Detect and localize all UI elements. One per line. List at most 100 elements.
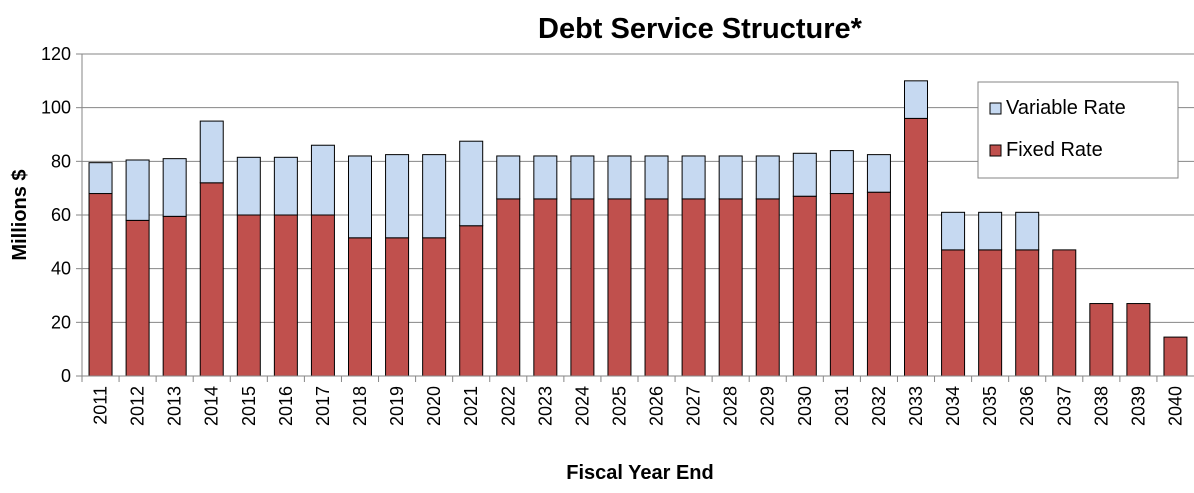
bar-variable-rate <box>1015 211 1040 251</box>
bar-fixed-rate <box>385 237 410 377</box>
x-tick-label: 2025 <box>609 386 629 426</box>
x-tick-label: 2033 <box>906 386 926 426</box>
legend-label: Variable Rate <box>1006 97 1126 119</box>
y-tick-label: 0 <box>61 366 71 386</box>
bar-fixed-rate <box>459 225 484 377</box>
x-tick-label: 2013 <box>165 386 185 426</box>
x-tick-label: 2017 <box>313 386 333 426</box>
bar-variable-rate <box>125 159 150 221</box>
bar-variable-rate <box>385 154 410 239</box>
bar-fixed-rate <box>755 198 780 377</box>
bar-fixed-rate <box>1163 336 1188 377</box>
bar-fixed-rate <box>866 191 891 377</box>
bar-fixed-rate <box>88 193 113 377</box>
bar-fixed-rate <box>1015 249 1040 377</box>
x-tick-label: 2011 <box>91 386 111 425</box>
x-tick-label: 2036 <box>1017 386 1037 426</box>
bar-fixed-rate <box>273 214 298 377</box>
x-tick-label: 2024 <box>572 386 592 426</box>
axes <box>81 54 1194 377</box>
bar-variable-rate <box>88 162 113 195</box>
bar-variable-rate <box>978 211 1003 251</box>
bar-variable-rate <box>236 156 261 216</box>
x-tick-label: 2026 <box>647 386 667 426</box>
x-tick-label: 2018 <box>350 386 370 426</box>
bar-fixed-rate <box>718 198 743 377</box>
bar-fixed-rate <box>496 198 521 377</box>
bar-variable-rate <box>422 154 447 239</box>
bar-variable-rate <box>681 155 706 200</box>
x-tick-label: 2020 <box>424 386 444 426</box>
bar-variable-rate <box>533 155 558 200</box>
bar-fixed-rate <box>1052 249 1077 377</box>
y-tick-label: 100 <box>41 98 71 118</box>
bar-variable-rate <box>941 211 966 251</box>
bar-variable-rate <box>162 158 187 217</box>
legend-swatch <box>989 144 1002 157</box>
y-tick-label: 60 <box>51 205 71 225</box>
bar-fixed-rate <box>607 198 632 377</box>
bar-fixed-rate <box>792 195 817 377</box>
x-tick-label: 2034 <box>943 386 963 426</box>
legend: Variable Rate Fixed Rate <box>977 81 1179 179</box>
bar-variable-rate <box>310 144 335 216</box>
bar-fixed-rate <box>829 193 854 377</box>
x-tick-labels: 2011 2012 2013 2014 2015 2016 2017 2018 2019 2020… <box>91 386 1186 426</box>
bar-variable-rate <box>904 80 928 119</box>
bar-fixed-rate <box>162 215 187 377</box>
bar-variable-rate <box>496 155 521 200</box>
x-tick-label: 2016 <box>276 386 296 426</box>
legend-label: Fixed Rate <box>1006 139 1103 161</box>
x-tick-label: 2012 <box>128 386 148 426</box>
y-tick-label: 80 <box>51 151 71 171</box>
x-tick-label: 2040 <box>1165 386 1185 426</box>
bar-variable-rate <box>348 155 372 239</box>
bar-fixed-rate <box>422 237 447 377</box>
legend-swatch <box>989 102 1002 115</box>
x-axis-title: Fiscal Year End <box>566 462 714 484</box>
bar-variable-rate <box>829 150 854 195</box>
bar-fixed-rate <box>310 214 335 377</box>
y-tick-label: 40 <box>51 259 71 279</box>
bar-fixed-rate <box>1126 303 1151 377</box>
x-tick-label: 2027 <box>684 386 704 426</box>
bar-variable-rate <box>644 155 669 200</box>
bar-variable-rate <box>459 140 484 227</box>
x-tick-label: 2030 <box>795 386 815 426</box>
bar-variable-rate <box>273 156 298 216</box>
x-tick-label: 2035 <box>980 386 1000 426</box>
bar-fixed-rate <box>978 249 1003 377</box>
legend-box <box>977 81 1179 179</box>
bar-fixed-rate <box>348 237 372 377</box>
x-tick-label: 2037 <box>1054 386 1074 426</box>
bar-fixed-rate <box>904 117 928 377</box>
x-tick-label: 2032 <box>869 386 889 426</box>
x-tick-label: 2021 <box>461 386 481 426</box>
bar-fixed-rate <box>533 198 558 377</box>
x-tick-label: 2031 <box>832 386 852 426</box>
bar-variable-rate <box>570 155 595 200</box>
bar-fixed-rate <box>941 249 966 377</box>
bar-fixed-rate <box>236 214 261 377</box>
bar-variable-rate <box>792 152 817 197</box>
bar-fixed-rate <box>644 198 669 377</box>
y-axis-title: Millions $ <box>9 169 31 260</box>
bar-fixed-rate <box>681 198 706 377</box>
bar-variable-rate <box>199 120 224 184</box>
bar-variable-rate <box>718 155 743 200</box>
x-tick-label: 2019 <box>387 386 407 426</box>
bar-variable-rate <box>607 155 632 200</box>
bar-fixed-rate <box>570 198 595 377</box>
x-tick-label: 2038 <box>1091 386 1111 426</box>
x-tick-label: 2022 <box>498 386 518 426</box>
bar-variable-rate <box>866 154 891 193</box>
x-tick-label: 2023 <box>535 386 555 426</box>
y-tick-label: 20 <box>51 312 71 332</box>
bar-fixed-rate <box>199 182 224 377</box>
bar-variable-rate <box>755 155 780 200</box>
y-tick-labels: 0 20 40 60 80 100 120 <box>41 44 71 386</box>
x-tick-label: 2015 <box>239 386 259 426</box>
x-tick-label: 2039 <box>1128 386 1148 426</box>
